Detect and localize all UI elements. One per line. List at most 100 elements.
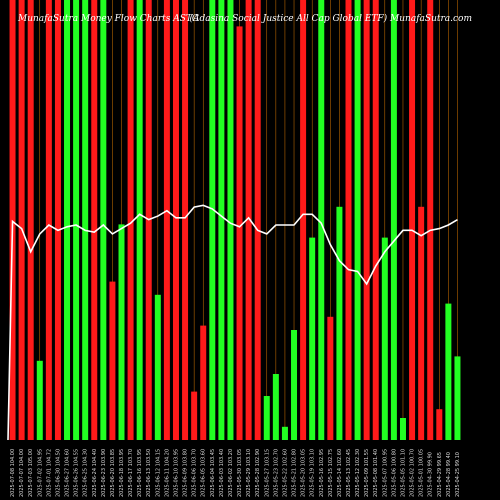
flow-bar (73, 0, 80, 440)
flow-bar (172, 0, 179, 440)
x-tick-label: 2025-06-04 103.45 (210, 449, 216, 497)
flow-bar (154, 294, 161, 440)
x-tick-label: 2025-05-27 103.15 (264, 449, 270, 497)
x-tick-label: 2025-05-01 100.05 (419, 449, 425, 497)
x-tick-label: 2025-05-14 102.60 (337, 449, 343, 497)
x-tick-label: 2025-05-23 102.70 (273, 449, 279, 497)
flow-bar (218, 0, 225, 440)
flow-bar (345, 0, 352, 440)
flow-bar (300, 0, 307, 440)
flow-bar (64, 0, 71, 440)
x-tick-label: 2025-05-12 102.30 (355, 449, 361, 497)
x-tick-label: 2025-06-24 104.40 (92, 449, 98, 497)
x-tick-label: 2025-06-25 104.30 (83, 449, 89, 497)
x-tick-label: 2025-06-10 103.95 (173, 449, 179, 497)
flow-bar (263, 396, 270, 440)
x-tick-label: 2025-07-01 104.72 (46, 449, 52, 497)
x-tick-label: 2025-06-06 103.70 (192, 449, 198, 497)
x-tick-labels: 2025-07-08 104.00 2025-07-07 104.00 2025-0… (10, 449, 461, 497)
flow-bar (272, 374, 279, 440)
flow-bar (318, 0, 325, 440)
x-tick-label: 2025-06-02 103.20 (228, 449, 234, 497)
chart-subtitle: (Adasina Social Justice All Cap Global E… (189, 14, 472, 24)
flow-bar (236, 26, 243, 441)
x-tick-label: 2025-05-13 102.45 (346, 449, 352, 497)
x-tick-label: 2025-06-26 104.55 (74, 449, 80, 497)
flow-bar (18, 0, 25, 440)
flow-bar (454, 356, 461, 440)
x-tick-label: 2025-06-23 103.90 (101, 449, 107, 497)
x-tick-label: 2025-04-28 99.40 (446, 452, 452, 497)
x-tick-label: 2025-06-09 103.80 (183, 449, 189, 497)
x-tick-label: 2025-05-22 102.60 (282, 449, 288, 497)
flow-bar (390, 0, 397, 440)
x-tick-label: 2025-06-12 104.15 (155, 449, 161, 497)
x-tick-label: 2025-05-16 102.95 (319, 449, 325, 497)
x-tick-label: 2025-06-03 103.40 (219, 449, 225, 497)
flow-bar (245, 0, 252, 440)
flow-bar (227, 0, 234, 440)
price-line-path (7, 204, 458, 441)
flow-bar (200, 325, 207, 440)
flow-bar (136, 0, 143, 440)
x-tick-label: 2025-07-02 104.95 (37, 449, 43, 497)
flow-bar (418, 206, 425, 440)
flow-bars (9, 0, 461, 441)
x-tick-label: 2025-06-18 103.95 (119, 449, 125, 497)
flow-bar (36, 360, 43, 440)
x-tick-label: 2025-05-28 102.90 (255, 449, 261, 497)
x-tick-label: 2025-05-02 100.70 (410, 449, 416, 497)
flow-bar (209, 0, 216, 440)
x-tick-label: 2025-05-05 101.10 (400, 449, 406, 497)
flow-bar (100, 0, 107, 440)
flow-bar (427, 0, 434, 440)
flow-bar (109, 281, 116, 440)
flow-bar (191, 391, 198, 440)
flow-bar (91, 0, 98, 440)
x-tick-label: 2025-06-05 103.60 (201, 449, 207, 497)
flow-bar (163, 0, 170, 440)
flow-bar (309, 237, 316, 440)
flow-bar (82, 0, 89, 440)
flow-bar (9, 0, 16, 440)
flow-bar (399, 418, 406, 440)
flow-bar (281, 426, 288, 440)
price-line (7, 204, 458, 441)
flow-bar (291, 330, 298, 440)
x-tick-label: 2025-07-03 105.00 (28, 449, 34, 497)
x-tick-label: 2025-06-17 103.70 (128, 449, 134, 497)
chart-title: MunafaSutra Money Flow Charts ASTC (18, 14, 199, 24)
flow-bar (54, 0, 61, 440)
x-tick-label: 2025-05-07 100.95 (382, 449, 388, 497)
x-tick-label: 2025-05-29 103.10 (246, 449, 252, 497)
x-tick-label: 2025-05-30 103.05 (237, 449, 243, 497)
x-tick-label: 2025-06-30 104.50 (55, 449, 61, 497)
x-tick-label: 2025-06-11 104.20 (164, 449, 170, 497)
x-tick-label: 2025-04-25 99.10 (455, 452, 461, 497)
flow-bar (327, 316, 334, 440)
x-tick-label: 2025-05-19 103.10 (310, 449, 316, 497)
x-tick-label: 2025-05-06 100.80 (391, 449, 397, 497)
flow-bar (127, 0, 134, 440)
flow-bar (445, 303, 452, 440)
x-tick-label: 2025-06-20 103.85 (110, 449, 116, 497)
flow-bar (354, 0, 361, 440)
flow-bar (409, 0, 416, 440)
flow-bar (336, 206, 343, 440)
x-tick-label: 2025-05-09 101.55 (364, 449, 370, 497)
x-tick-label: 2025-06-16 103.95 (137, 449, 143, 497)
flow-bar (118, 224, 125, 440)
x-tick-label: 2025-05-20 103.05 (301, 449, 307, 497)
x-tick-label: 2025-05-15 102.75 (328, 449, 334, 497)
flow-bar (372, 0, 379, 440)
x-tick-label: 2025-05-08 101.40 (373, 449, 379, 497)
flow-bar (254, 0, 261, 440)
flow-bar (436, 409, 443, 440)
x-tick-label: 2025-04-29 99.65 (437, 452, 443, 497)
x-tick-label: 2025-05-21 102.80 (292, 449, 298, 497)
x-tick-label: 2025-06-27 104.60 (65, 449, 71, 497)
x-tick-label: 2025-07-07 104.00 (19, 449, 25, 497)
flow-bar (27, 0, 34, 440)
flow-bar (45, 0, 52, 440)
